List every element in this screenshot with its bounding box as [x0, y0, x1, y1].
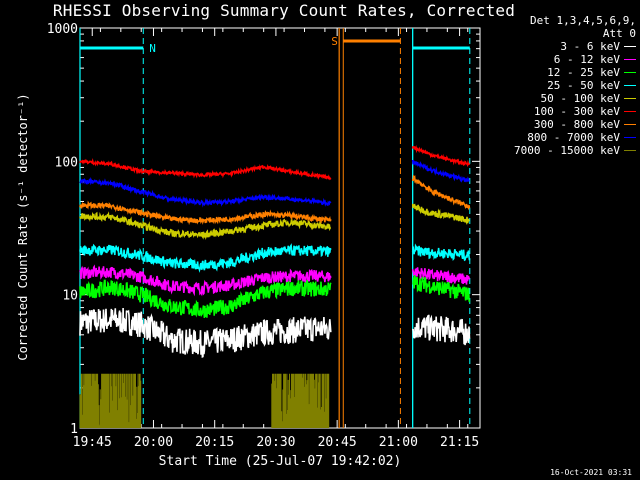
series-line — [411, 174, 471, 211]
legend-entry: 100 - 300 keV — [480, 105, 638, 118]
x-tick-label: 21:15 — [440, 435, 479, 450]
series-line — [79, 243, 332, 273]
legend-swatch — [624, 85, 636, 86]
series-burst-line — [79, 373, 142, 428]
x-axis-label: Start Time (25-Jul-07 19:42:02) — [158, 454, 402, 469]
series-line — [411, 314, 471, 346]
x-tick-label: 20:30 — [256, 435, 295, 450]
legend-entry-label: 100 - 300 keV — [533, 105, 620, 118]
series-line — [411, 243, 471, 262]
legend-header-line1: Det 1,3,4,5,6,9, — [530, 14, 636, 27]
legend-entry-label: 300 - 800 keV — [533, 118, 620, 131]
legend-swatch — [624, 72, 636, 73]
series-line — [79, 279, 332, 319]
series-100to300keV — [79, 144, 471, 181]
legend-swatch — [624, 46, 636, 47]
legend-entry: 300 - 800 keV — [480, 118, 638, 131]
legend-entry: 800 - 7000 keV — [480, 131, 638, 144]
legend-entry-label: 7000 - 15000 keV — [514, 144, 620, 157]
y-tick-label: 1000 — [47, 22, 78, 37]
series-6to12keV — [79, 264, 471, 297]
legend-entry-label: 12 - 25 keV — [547, 66, 620, 79]
y-tick-label: 1 — [70, 422, 78, 437]
legend-entry-label: 25 - 50 keV — [547, 79, 620, 92]
legend-header-line2: Att 0 — [602, 27, 636, 40]
series-line — [79, 157, 332, 181]
x-tick-label: 21:00 — [379, 435, 418, 450]
series-line — [411, 159, 471, 183]
legend-entry: 7000 - 15000 keV — [480, 144, 638, 157]
series-line — [79, 211, 332, 241]
legend-entry-label: 50 - 100 keV — [540, 92, 620, 105]
legend-swatch — [624, 124, 636, 125]
legend-rows: 3 - 6 keV 6 - 12 keV 12 - 25 keV 25 - 50 ke… — [480, 40, 638, 157]
x-tick-label: 20:00 — [134, 435, 173, 450]
legend-swatch — [624, 150, 636, 151]
flag-bar — [343, 39, 401, 43]
legend-entry-label: 6 - 12 keV — [553, 53, 620, 66]
series-line — [411, 203, 470, 226]
legend-entry: 25 - 50 keV — [480, 79, 638, 92]
series-12to25keV — [79, 275, 471, 319]
legend-entry: 50 - 100 keV — [480, 92, 638, 105]
series-50to100keV — [79, 203, 470, 241]
series-burst-line — [271, 373, 330, 428]
x-tick-label: 19:45 — [73, 435, 112, 450]
legend-swatch — [624, 137, 636, 138]
series-line — [79, 200, 332, 226]
legend-entry: 6 - 12 keV — [480, 53, 638, 66]
flag-bar — [412, 46, 470, 50]
legend-entry-label: 800 - 7000 keV — [527, 131, 620, 144]
series-line — [79, 307, 332, 358]
series-line — [412, 275, 471, 303]
legend-swatch — [624, 111, 636, 112]
flag-label: S — [331, 35, 338, 48]
series-25to50keV — [79, 243, 471, 273]
generation-timestamp: 16-Oct-2021 03:31 — [550, 468, 632, 477]
y-tick-label: 10 — [62, 289, 78, 304]
legend-entry: 3 - 6 keV — [480, 40, 638, 53]
y-tick-label: 100 — [55, 155, 78, 170]
y-axis-label: Corrected Count Rate (s⁻¹ detector⁻¹) — [16, 93, 30, 361]
series-3to6keV — [79, 307, 471, 358]
legend-entry: 12 - 25 keV — [480, 66, 638, 79]
legend-swatch — [624, 59, 636, 60]
x-tick-label: 20:15 — [195, 435, 234, 450]
series-line — [79, 176, 332, 208]
series-line — [411, 144, 471, 168]
series-300to800keV — [79, 174, 471, 226]
x-tick-label: 20:45 — [318, 435, 357, 450]
series-800to7000keV — [79, 159, 471, 208]
energy-legend: Det 1,3,4,5,6,9, Att 0 3 - 6 keV 6 - 12 k… — [480, 14, 638, 157]
series-7000to15000keV — [79, 373, 330, 428]
plot-title: RHESSI Observing Summary Count Rates, Co… — [52, 1, 516, 20]
series-line — [411, 267, 471, 285]
flag-bar — [80, 46, 144, 50]
flag-label: N — [149, 42, 156, 55]
legend-entry-label: 3 - 6 keV — [560, 40, 620, 53]
series-line — [79, 264, 332, 297]
plot-area: 1 10 100 1000 19:45 20:00 20:15 20:30 20:45 21:00… — [47, 22, 481, 450]
legend-swatch — [624, 98, 636, 99]
